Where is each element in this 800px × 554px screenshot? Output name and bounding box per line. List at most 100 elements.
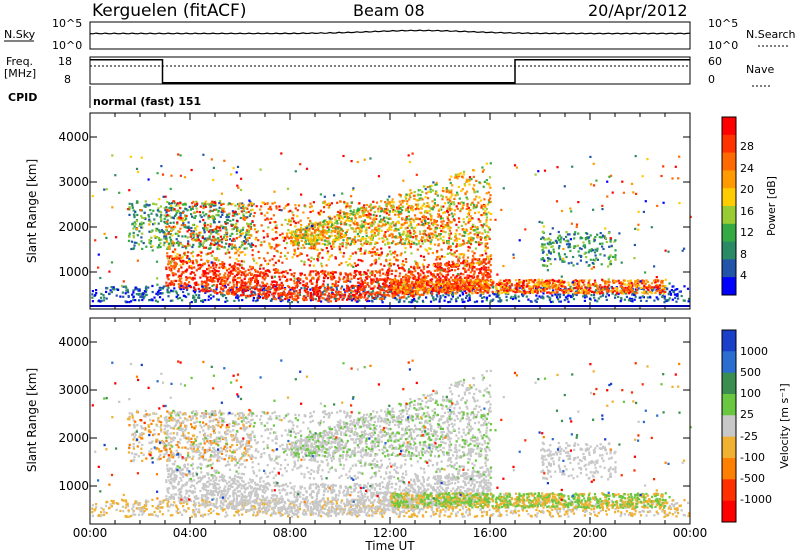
power-echo [364,230,367,233]
power-echo [466,205,469,208]
power-echo [366,297,369,300]
power-echo [170,269,173,272]
power-echo [426,235,429,238]
power-echo [309,219,312,223]
power-echo [429,247,432,250]
power-echo [449,245,452,248]
power-echo [408,234,411,237]
power-echo [424,222,427,225]
power-echo [291,233,294,237]
power-echo [141,247,144,250]
power-echo [239,251,242,254]
power-echo [444,296,447,299]
power-echo [391,198,394,201]
power-echo [334,228,337,231]
power-echo [264,272,268,275]
power-echo [663,301,666,304]
power-echo [541,295,544,298]
power-echo [270,283,273,286]
power-echo [403,275,406,278]
power-echo [396,207,399,210]
power-echo [353,214,357,217]
power-echo [392,251,395,254]
power-echo [306,292,309,295]
power-echo [567,300,570,303]
power-echo [415,279,418,282]
power-echo [449,300,452,303]
power-echo [305,287,308,290]
power-echo [395,236,398,239]
power-echo [253,211,256,215]
power-echo [410,191,413,195]
power-echo [195,207,198,210]
power-echo [275,224,278,227]
power-echo [258,284,261,287]
power-echo [329,218,332,221]
power-echo [147,215,151,218]
power-echo [207,230,211,233]
power-echo [235,232,239,235]
power-echo [302,295,305,298]
power-echo [325,237,328,240]
power-echo [614,296,617,299]
power-echo [481,166,484,169]
power-echo [363,214,366,217]
power-echo [252,215,255,218]
power-echo [249,222,252,225]
power-echo [134,223,137,226]
power-echo [268,259,271,262]
power-echo [481,254,484,257]
power-echo [189,232,192,235]
power-echo [330,275,334,278]
power-echo [391,292,394,295]
power-echo [475,195,478,198]
power-echo [469,231,472,234]
power-echo [403,199,406,202]
power-echo [422,272,425,275]
power-echo [165,238,168,241]
power-echo [439,263,443,266]
power-echo [433,198,436,201]
power-echo [423,239,426,242]
power-echo [214,291,217,294]
power-echo [404,218,407,222]
power-echo [311,222,314,225]
power-echo [350,274,353,277]
power-echo [246,273,249,276]
power-echo [439,277,442,280]
power-echo [483,180,486,183]
power-echo [198,220,202,223]
power-echo [321,256,324,259]
power-echo [228,267,231,270]
power-echo [138,289,141,292]
power-echo [386,270,389,273]
power-echo [317,256,320,259]
power-echo [160,238,163,241]
power-echo [277,288,280,291]
power-echo [386,238,389,241]
power-echo [374,296,378,299]
power-echo [379,215,382,218]
power-echo [395,270,398,273]
power-echo [391,233,394,236]
power-echo [331,273,334,276]
power-echo [370,243,373,246]
power-echo [450,191,453,194]
power-echo [439,295,442,298]
power-echo [309,210,312,214]
power-echo [136,234,139,237]
power-echo [334,221,337,224]
power-echo [149,209,152,212]
power-echo [314,286,317,289]
power-echo [198,231,201,234]
power-echo [451,184,454,187]
power-echo [177,268,180,271]
power-echo [243,273,246,276]
power-echo [374,241,377,244]
power-echo [197,238,200,241]
power-echo [452,201,455,204]
power-echo [222,289,225,292]
power-echo [269,299,272,302]
power-echo [359,282,362,285]
power-echo [142,217,146,220]
